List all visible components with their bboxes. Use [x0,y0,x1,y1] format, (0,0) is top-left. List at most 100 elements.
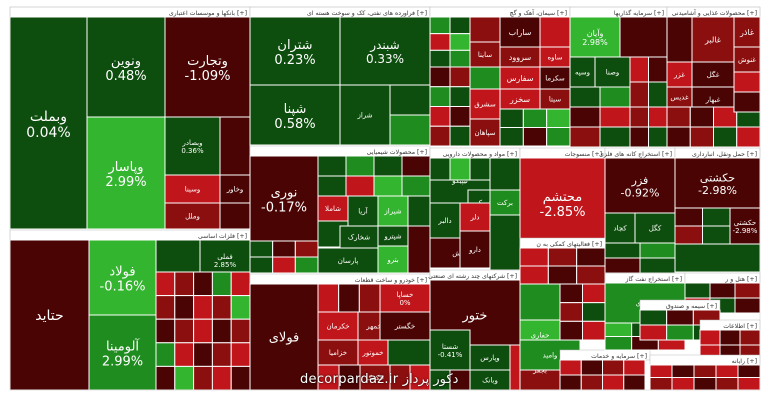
stock-cell[interactable] [174,342,195,367]
stock-cell[interactable] [547,247,578,267]
stock-cell[interactable] [604,336,633,351]
stock-cell-آلومینا[interactable] [88,314,157,391]
stock-cell[interactable] [174,365,195,391]
stock-cell[interactable] [389,84,431,116]
stock-cell[interactable] [193,318,213,344]
stock-cell[interactable] [249,240,274,258]
stock-cell[interactable] [294,240,319,258]
stock-cell[interactable] [576,247,606,267]
stock-cell[interactable] [739,329,761,346]
stock-cell[interactable] [580,359,603,376]
stock-cell[interactable] [639,257,676,274]
stock-cell[interactable] [155,342,176,367]
stock-cell-شراز[interactable] [339,84,391,146]
stock-cell[interactable] [489,214,521,271]
stock-cell[interactable] [713,126,738,148]
stock-cell[interactable] [407,195,431,227]
stock-cell[interactable] [345,155,375,177]
stock-cell[interactable] [713,106,738,128]
stock-cell[interactable] [429,86,451,107]
stock-cell[interactable] [539,16,571,48]
stock-cell[interactable] [193,271,213,297]
stock-cell[interactable] [317,155,347,177]
stock-cell[interactable] [623,359,646,376]
stock-cell[interactable] [629,106,649,128]
stock-cell-نوری[interactable] [249,155,319,242]
stock-cell[interactable] [211,342,232,367]
stock-cell[interactable] [155,295,176,320]
stock-cell-وملل[interactable] [164,202,221,230]
stock-cell[interactable] [174,318,195,344]
stock-cell[interactable] [401,155,431,177]
stock-cell[interactable] [582,302,606,322]
stock-cell[interactable] [449,106,471,127]
stock-cell[interactable] [648,81,668,108]
stock-cell[interactable] [674,225,703,245]
stock-cell[interactable] [736,126,761,148]
stock-cell[interactable] [602,374,625,391]
stock-cell[interactable] [715,364,739,378]
stock-cell[interactable] [519,247,549,267]
stock-cell-وخاور[interactable] [219,174,251,204]
stock-cell-وتجارت[interactable] [164,16,251,118]
stock-cell[interactable] [699,329,721,346]
stock-cell[interactable] [559,283,583,304]
stock-cell[interactable] [249,256,274,274]
stock-cell[interactable] [449,16,471,35]
stock-cell[interactable] [174,295,195,320]
stock-cell[interactable] [734,282,761,299]
stock-cell[interactable] [599,86,631,108]
stock-cell[interactable] [519,283,561,325]
stock-cell[interactable] [604,257,641,274]
stock-cell[interactable] [219,202,251,230]
stock-cell[interactable] [230,365,251,391]
stock-cell-حکشتی[interactable] [729,207,761,245]
stock-cell[interactable] [317,175,347,197]
stock-cell[interactable] [719,329,741,346]
stock-cell[interactable] [429,49,451,68]
stock-cell[interactable] [469,157,491,181]
stock-cell[interactable] [559,374,582,391]
stock-cell-حتاید[interactable] [9,239,90,391]
stock-cell[interactable] [671,377,695,391]
stock-cell-غزر[interactable] [666,61,693,88]
stock-cell[interactable] [734,297,761,314]
stock-cell-سشرق[interactable] [469,88,501,120]
stock-cell[interactable] [709,282,736,299]
stock-cell-وسینا[interactable] [164,174,221,204]
stock-cell[interactable] [155,365,176,391]
stock-cell[interactable] [582,283,606,304]
stock-cell[interactable] [211,365,232,391]
stock-cell[interactable] [546,127,571,147]
stock-cell[interactable] [547,265,578,285]
stock-cell[interactable] [449,49,471,68]
stock-cell[interactable] [693,364,717,378]
stock-cell[interactable] [629,81,649,108]
stock-cell[interactable] [387,339,431,366]
stock-cell[interactable] [155,318,176,344]
stock-cell-خکمک[interactable] [359,364,391,391]
stock-cell[interactable] [193,342,213,367]
stock-cell[interactable] [522,127,548,147]
stock-cell[interactable] [546,108,571,128]
stock-cell[interactable] [429,66,451,88]
stock-cell[interactable] [649,364,673,378]
stock-cell-سپاهان[interactable] [469,118,501,147]
stock-cell[interactable] [230,318,251,344]
stock-cell[interactable] [509,344,521,391]
stock-cell[interactable] [219,116,251,176]
stock-cell[interactable] [559,302,583,322]
stock-cell[interactable] [599,126,631,148]
stock-cell-دلر[interactable] [459,202,491,232]
stock-cell[interactable] [580,374,603,391]
stock-cell[interactable] [639,309,668,326]
stock-cell[interactable] [429,106,451,127]
stock-cell[interactable] [666,309,694,326]
stock-cell[interactable] [429,125,451,147]
stock-cell[interactable] [684,282,711,299]
stock-cell[interactable] [689,106,714,128]
stock-cell[interactable] [373,155,403,177]
stock-cell-فزر[interactable] [604,157,676,214]
stock-cell[interactable] [702,225,731,245]
stock-cell[interactable] [599,106,631,128]
